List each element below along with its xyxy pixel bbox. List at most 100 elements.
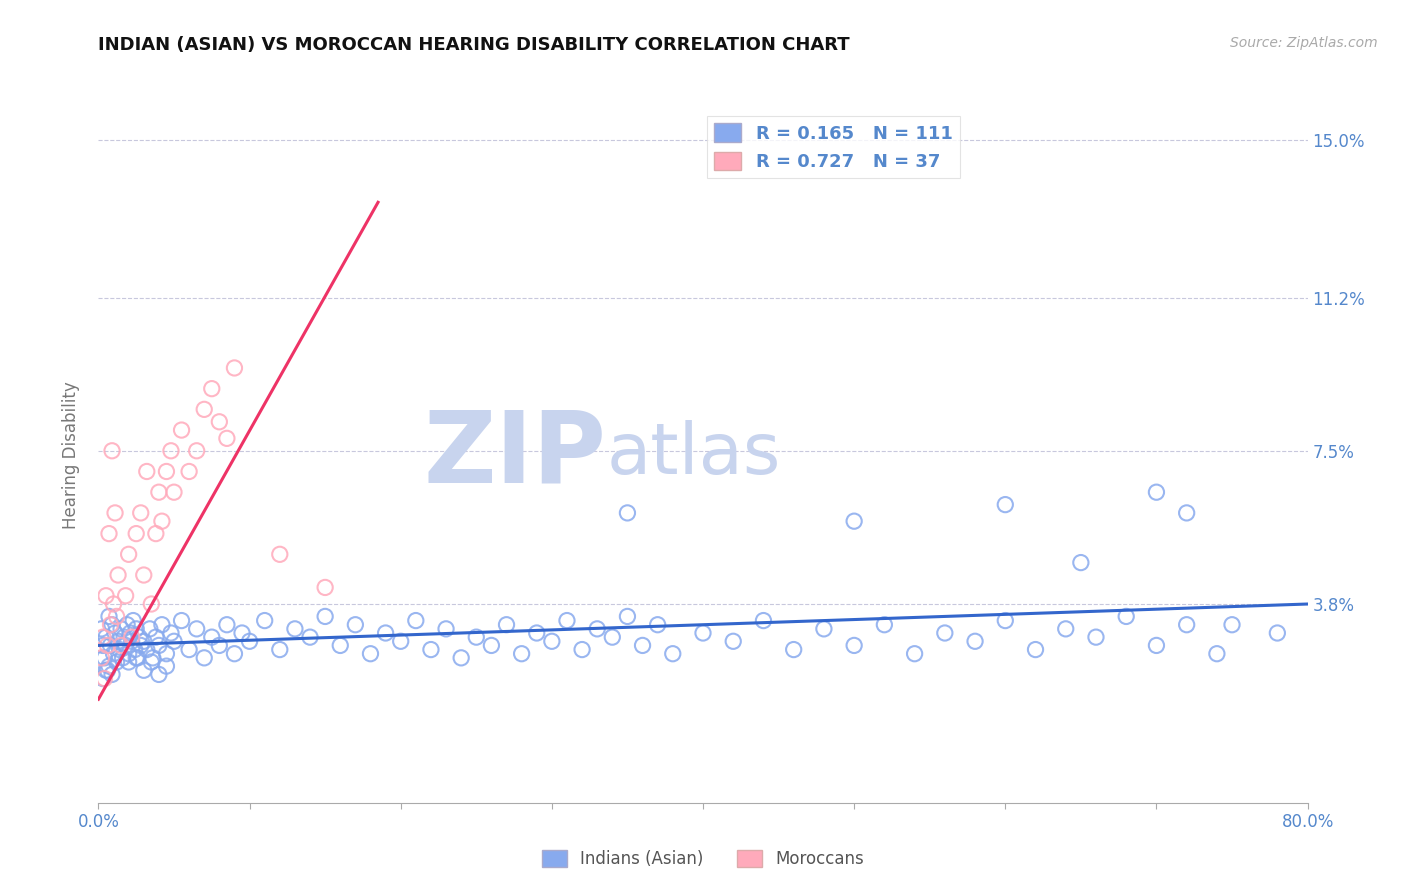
Point (329, 639, 352, 653)
Point (186, 622, 208, 636)
Point (132, 634, 155, 648)
Text: atlas: atlas (606, 420, 780, 490)
Point (120, 626, 142, 640)
Point (91, 672, 114, 686)
Point (1267, 626, 1289, 640)
Point (647, 617, 669, 632)
Point (103, 597, 125, 611)
Point (934, 626, 956, 640)
Point (873, 617, 896, 632)
Point (107, 634, 129, 648)
Point (1175, 506, 1198, 520)
Legend: R = 0.165   N = 111, R = 0.727   N = 37: R = 0.165 N = 111, R = 0.727 N = 37 (707, 116, 960, 178)
Point (723, 634, 745, 648)
Point (495, 617, 517, 632)
Point (1024, 642, 1046, 657)
Point (163, 634, 186, 648)
Point (526, 626, 548, 640)
Point (122, 614, 145, 628)
Point (344, 617, 367, 632)
Point (1085, 630, 1108, 644)
Point (420, 642, 443, 657)
Point (125, 526, 148, 541)
Point (121, 630, 143, 644)
Point (481, 639, 503, 653)
Point (101, 617, 124, 632)
Point (215, 617, 238, 632)
Point (224, 647, 246, 661)
Point (115, 617, 138, 632)
Point (160, 443, 183, 458)
Point (129, 506, 152, 520)
Point (662, 647, 685, 661)
Point (170, 614, 193, 628)
Point (104, 626, 127, 640)
Point (105, 609, 128, 624)
Point (540, 634, 562, 648)
Point (108, 642, 131, 657)
Point (155, 659, 177, 673)
Point (141, 655, 163, 669)
Point (128, 630, 150, 644)
Point (104, 506, 127, 520)
Point (269, 547, 291, 561)
Point (98, 609, 121, 624)
Point (114, 589, 136, 603)
Point (284, 622, 307, 636)
Point (1144, 639, 1167, 653)
Point (602, 630, 624, 644)
Point (692, 626, 714, 640)
Text: INDIAN (ASIAN) VS MOROCCAN HEARING DISABILITY CORRELATION CHART: INDIAN (ASIAN) VS MOROCCAN HEARING DISAB… (98, 36, 851, 54)
Point (135, 642, 157, 657)
Point (96, 663, 118, 677)
Point (142, 651, 165, 665)
Point (107, 568, 129, 582)
Point (616, 609, 638, 624)
Text: Source: ZipAtlas.com: Source: ZipAtlas.com (1230, 36, 1378, 50)
Point (155, 647, 177, 661)
Point (112, 630, 135, 644)
Point (389, 634, 412, 648)
Point (1070, 556, 1092, 570)
Point (145, 630, 167, 644)
Point (91, 639, 114, 653)
Point (141, 597, 163, 611)
Point (299, 630, 322, 644)
Point (405, 614, 427, 628)
Point (132, 568, 155, 582)
Point (100, 639, 122, 653)
Point (160, 626, 183, 640)
Legend: Indians (Asian), Moroccans: Indians (Asian), Moroccans (536, 843, 870, 875)
Point (193, 402, 215, 417)
Point (1115, 609, 1137, 624)
Point (783, 642, 806, 657)
Point (994, 614, 1017, 628)
Point (201, 630, 224, 644)
Point (125, 622, 148, 636)
Point (139, 622, 162, 636)
Point (170, 423, 193, 437)
Point (215, 431, 238, 445)
Point (314, 609, 336, 624)
Point (360, 647, 382, 661)
Point (150, 617, 173, 632)
Point (752, 614, 775, 628)
Point (1054, 622, 1077, 636)
Point (111, 651, 134, 665)
Point (121, 634, 143, 648)
Point (127, 651, 149, 665)
Point (239, 634, 262, 648)
Point (93, 672, 115, 686)
Point (186, 443, 208, 458)
Point (118, 547, 141, 561)
Point (132, 663, 155, 677)
Point (631, 639, 654, 653)
Point (314, 581, 336, 595)
Point (150, 514, 173, 528)
Point (98, 659, 121, 673)
Point (100, 617, 122, 632)
Point (118, 647, 141, 661)
Point (124, 642, 146, 657)
Point (208, 639, 231, 653)
Point (1220, 617, 1243, 632)
